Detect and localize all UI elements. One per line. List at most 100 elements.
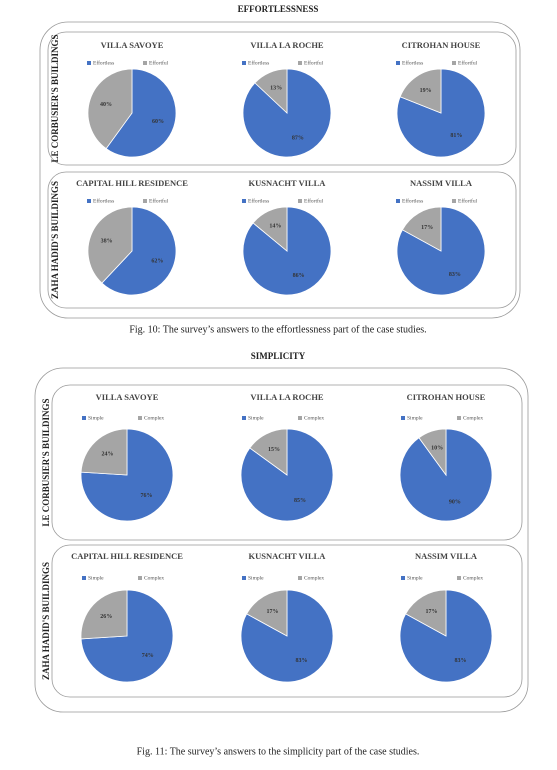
legend-swatch xyxy=(87,61,91,65)
pie-slice xyxy=(246,589,288,637)
chart-title: VILLA LA ROCHE xyxy=(250,392,324,402)
legend-label: Simple xyxy=(407,575,423,581)
legend-swatch xyxy=(401,576,405,580)
group-label: LE CORBUSIER'S BUILDINGS xyxy=(41,398,51,526)
legend-swatch xyxy=(457,576,461,580)
section-title: EFFORTLESSNESS xyxy=(238,4,319,14)
value-label: 81% xyxy=(450,133,462,139)
legend-label: Effortless xyxy=(93,59,114,66)
pie-slice xyxy=(401,206,442,252)
legend-label: Effortless xyxy=(93,197,114,204)
legend-swatch xyxy=(143,199,147,203)
legend-label: Complex xyxy=(304,415,324,421)
value-label: 62% xyxy=(151,258,163,264)
value-label: 87% xyxy=(292,135,304,141)
value-label: 13% xyxy=(270,85,282,91)
legend-swatch xyxy=(242,199,246,203)
legend-swatch xyxy=(396,199,400,203)
chart-title: CAPITAL HILL RESIDENCE xyxy=(71,551,183,561)
legend-label: Effortful xyxy=(458,197,478,204)
legend-swatch xyxy=(298,416,302,420)
chart-title: VILLA SAVOYE xyxy=(96,392,159,402)
value-label: 83% xyxy=(449,272,461,278)
pie-slice xyxy=(399,68,442,114)
value-label: 17% xyxy=(421,225,433,231)
value-label: 90% xyxy=(449,499,461,505)
legend-swatch xyxy=(242,576,246,580)
legend-swatch xyxy=(298,576,302,580)
group-frame xyxy=(51,544,523,698)
legend-swatch xyxy=(452,199,456,203)
legend-label: Complex xyxy=(144,415,164,421)
legend-swatch xyxy=(82,576,86,580)
chart-title: KUSNACHT VILLA xyxy=(249,551,327,561)
section-title: SIMPLICITY xyxy=(251,351,306,361)
legend-swatch xyxy=(82,416,86,420)
legend-swatch xyxy=(298,199,302,203)
chart-title: NASSIM VILLA xyxy=(415,551,478,561)
legend-swatch xyxy=(396,61,400,65)
chart-title: CAPITAL HILL RESIDENCE xyxy=(76,178,188,188)
value-label: 85% xyxy=(294,498,306,504)
legend-swatch xyxy=(138,416,142,420)
value-label: 74% xyxy=(142,653,154,659)
caption: Fig. 10: The survey’s answers to the eff… xyxy=(129,324,426,335)
pie-slice xyxy=(80,589,128,640)
legend-label: Effortless xyxy=(402,59,423,66)
legend-swatch xyxy=(87,199,91,203)
value-label: 17% xyxy=(266,609,278,615)
legend-label: Effortful xyxy=(149,197,169,204)
legend-label: Effortful xyxy=(304,59,324,66)
chart-title: VILLA LA ROCHE xyxy=(250,40,324,50)
legend-swatch xyxy=(242,61,246,65)
value-label: 60% xyxy=(152,119,164,125)
pie-slice xyxy=(396,206,486,296)
legend-label: Simple xyxy=(248,575,264,581)
value-label: 83% xyxy=(455,658,467,664)
caption: Fig. 11: The survey’s answers to the sim… xyxy=(137,746,420,757)
legend-swatch xyxy=(143,61,147,65)
section-frame xyxy=(39,21,521,319)
pie-slice xyxy=(101,206,177,296)
group-label: ZAHA HADID'S BUILDINGS xyxy=(50,181,60,299)
legend-label: Effortless xyxy=(248,197,269,204)
legend-label: Effortful xyxy=(304,197,324,204)
legend-label: Complex xyxy=(463,575,483,581)
group-frame xyxy=(51,384,523,541)
legend-label: Simple xyxy=(407,415,423,421)
pie-slice xyxy=(87,68,133,150)
pie-slice xyxy=(87,206,133,284)
value-label: 83% xyxy=(296,658,308,664)
legend-label: Effortless xyxy=(402,197,423,204)
value-label: 15% xyxy=(268,447,280,453)
group-frame xyxy=(47,171,517,309)
legend-label: Effortless xyxy=(248,59,269,66)
pie-slice xyxy=(105,68,177,158)
section-frame xyxy=(34,367,529,713)
legend-swatch xyxy=(401,416,405,420)
legend-label: Complex xyxy=(144,575,164,581)
legend-swatch xyxy=(298,61,302,65)
legend-label: Complex xyxy=(463,415,483,421)
group-frame xyxy=(47,31,517,166)
value-label: 10% xyxy=(431,445,443,451)
value-label: 19% xyxy=(420,88,432,94)
value-label: 38% xyxy=(101,238,113,244)
chart-title: VILLA SAVOYE xyxy=(101,40,164,50)
pie-slice xyxy=(418,428,447,477)
pie-slice xyxy=(252,206,288,252)
pie-slice xyxy=(249,428,288,476)
pie-slice xyxy=(405,589,447,637)
group-label: ZAHA HADID'S BUILDINGS xyxy=(41,562,51,680)
legend-swatch xyxy=(457,416,461,420)
value-label: 24% xyxy=(101,452,113,458)
group-label: LE CORBUSIER'S BUILDINGS xyxy=(50,34,60,162)
chart-title: CITROHAN HOUSE xyxy=(402,40,481,50)
legend-label: Effortful xyxy=(149,59,169,66)
legend-label: Simple xyxy=(88,415,104,421)
legend-label: Complex xyxy=(304,575,324,581)
legend-label: Effortful xyxy=(458,59,478,66)
value-label: 17% xyxy=(425,609,437,615)
value-label: 86% xyxy=(293,273,305,279)
